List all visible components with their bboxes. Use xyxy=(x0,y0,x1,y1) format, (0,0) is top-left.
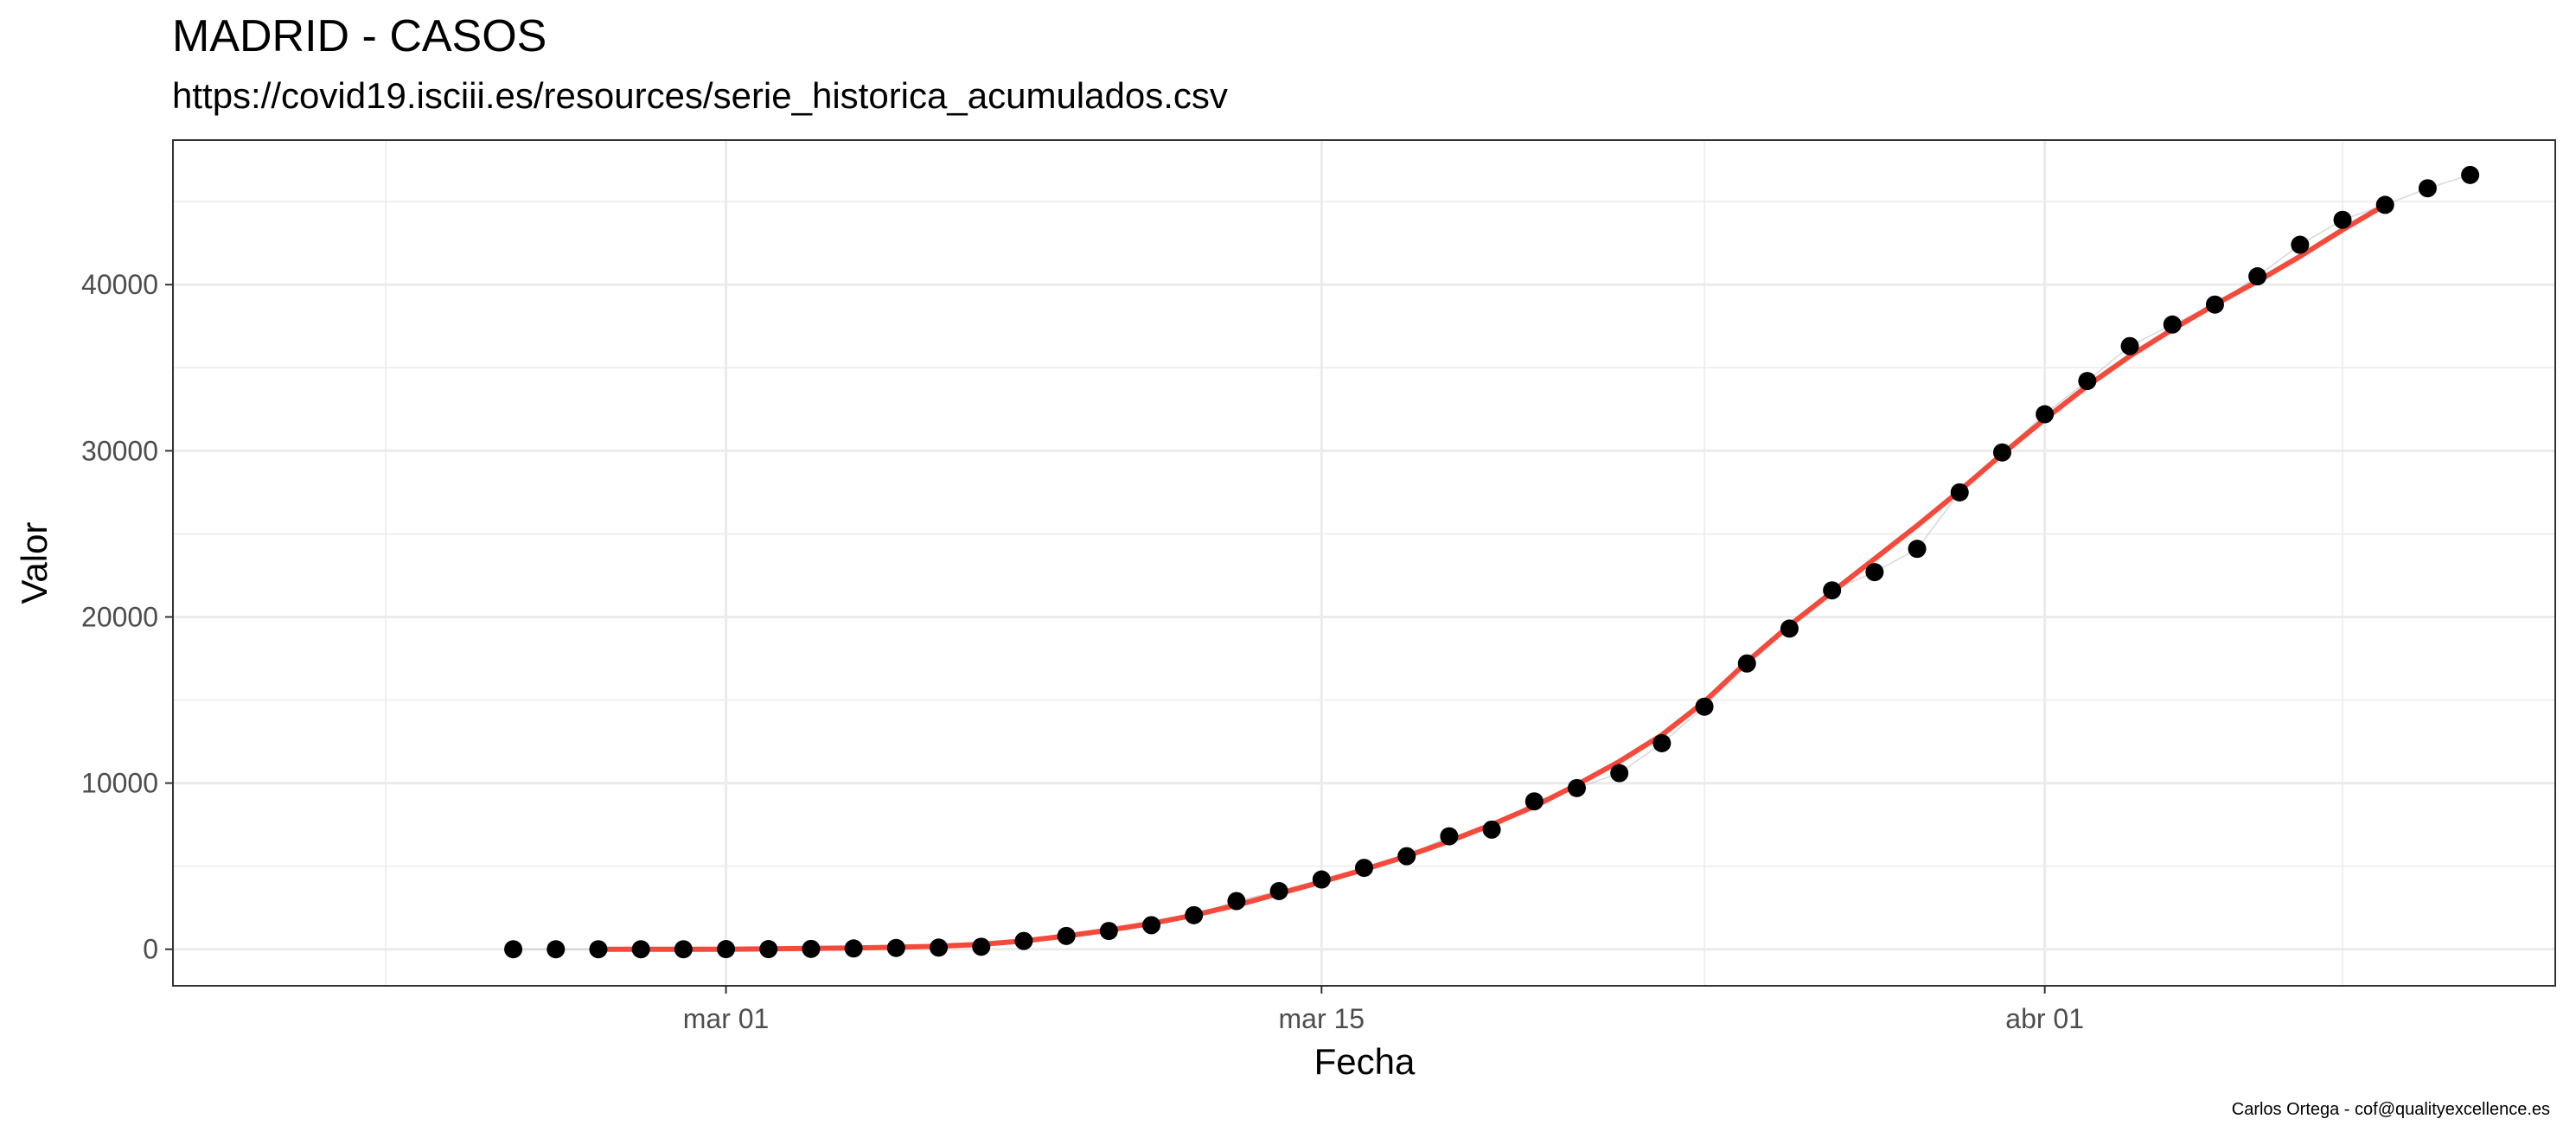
grid-major xyxy=(173,140,2555,986)
data-point xyxy=(504,940,523,959)
data-point xyxy=(1185,905,1204,924)
series-layer xyxy=(504,165,2480,959)
data-point xyxy=(886,938,905,957)
data-point xyxy=(1780,619,1799,638)
data-point xyxy=(2078,372,2097,391)
data-point xyxy=(674,940,693,959)
data-point xyxy=(1269,881,1288,900)
data-point xyxy=(930,938,949,957)
data-point xyxy=(1312,870,1331,889)
x-tick-label: mar 15 xyxy=(1279,1003,1365,1034)
y-tick-label: 40000 xyxy=(81,269,158,300)
data-point xyxy=(1823,581,1842,600)
data-point xyxy=(2461,165,2480,184)
data-point xyxy=(1099,922,1118,941)
data-point xyxy=(1355,859,1373,878)
chart-title: MADRID - CASOS xyxy=(172,11,547,61)
axis-ticks xyxy=(165,284,2046,994)
y-tick-label: 10000 xyxy=(81,768,158,799)
data-point xyxy=(1014,931,1033,950)
data-point xyxy=(972,937,991,956)
x-tick-labels: mar 01 mar 15 abr 01 xyxy=(683,1003,2084,1034)
x-tick-label: abr 01 xyxy=(2005,1003,2084,1034)
data-point xyxy=(1737,654,1756,673)
data-point xyxy=(1992,443,2011,462)
data-point xyxy=(2375,195,2394,214)
data-point xyxy=(1440,827,1459,846)
data-point xyxy=(1057,926,1076,945)
data-point xyxy=(2120,336,2139,355)
chart-subtitle: https://covid19.isciii.es/resources/seri… xyxy=(172,75,1228,116)
panel-border xyxy=(172,139,2556,987)
data-point xyxy=(1482,820,1501,839)
data-point xyxy=(1950,483,1969,502)
data-point xyxy=(759,940,778,959)
data-point xyxy=(2291,235,2310,254)
data-point xyxy=(631,940,650,959)
y-tick-label: 0 xyxy=(143,934,158,965)
data-point xyxy=(2333,210,2352,229)
data-point xyxy=(589,940,608,959)
data-point xyxy=(1397,847,1416,866)
data-point xyxy=(1142,916,1161,935)
y-tick-label: 20000 xyxy=(81,601,158,632)
data-point xyxy=(717,940,736,959)
grid-minor xyxy=(173,140,2555,986)
x-axis-title: Fecha xyxy=(1314,1041,1416,1082)
data-point xyxy=(802,939,821,958)
x-tick-label: mar 01 xyxy=(683,1003,770,1034)
data-point xyxy=(1908,540,1927,559)
data-point xyxy=(1610,764,1629,783)
y-tick-label: 30000 xyxy=(81,435,158,466)
data-point xyxy=(1652,733,1672,752)
data-point xyxy=(547,940,566,959)
data-point xyxy=(1525,792,1544,811)
data-point xyxy=(2418,179,2437,198)
data-point xyxy=(1227,892,1246,911)
data-point xyxy=(1695,697,1714,716)
data-point xyxy=(2036,405,2055,424)
data-point xyxy=(844,939,863,958)
data-point xyxy=(1567,778,1586,797)
data-point xyxy=(2205,295,2224,314)
data-point xyxy=(1865,563,1884,582)
data-point xyxy=(2248,267,2267,286)
y-axis-title: Valor xyxy=(14,522,54,604)
chart-caption: Carlos Ortega - cof@qualityexcellence.es xyxy=(2231,1100,2550,1119)
y-tick-labels: 0 10000 20000 30000 40000 xyxy=(81,269,158,965)
data-point xyxy=(2163,315,2182,334)
